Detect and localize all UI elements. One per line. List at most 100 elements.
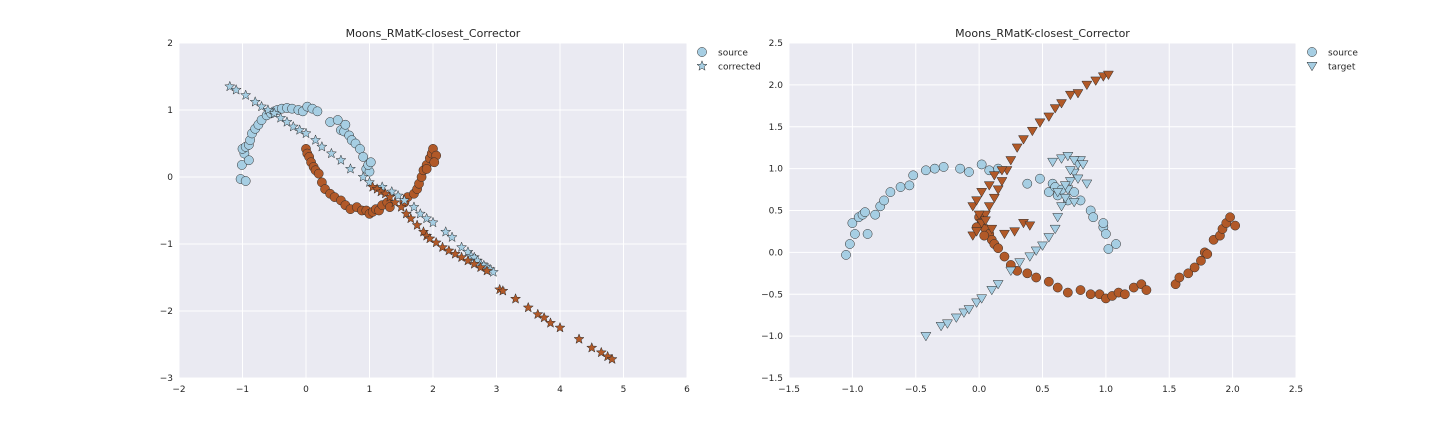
data-point xyxy=(971,298,983,308)
data-point xyxy=(436,241,449,253)
data-point xyxy=(1063,287,1073,298)
data-point xyxy=(1072,174,1084,184)
data-point xyxy=(955,163,965,174)
data-point xyxy=(847,218,858,228)
data-point xyxy=(1043,276,1054,287)
x-tick-label: 4 xyxy=(557,385,563,395)
data-point xyxy=(1056,154,1067,164)
data-point xyxy=(850,229,860,239)
data-point xyxy=(522,301,534,313)
data-point xyxy=(988,193,1000,204)
data-point xyxy=(1026,126,1038,137)
data-point xyxy=(363,176,376,188)
y-tick-label: 1.0 xyxy=(769,165,784,175)
data-point xyxy=(862,229,873,239)
data-point xyxy=(992,280,1004,290)
data-point xyxy=(421,212,433,224)
data-point xyxy=(986,286,998,296)
x-tick-label: −0.5 xyxy=(905,385,927,395)
y-tick-label: −1 xyxy=(160,240,173,250)
series-corrected-a xyxy=(224,80,499,277)
data-point xyxy=(1009,227,1021,237)
data-point xyxy=(1202,249,1213,259)
data-point xyxy=(424,232,436,244)
data-point xyxy=(429,157,440,168)
data-point xyxy=(908,170,919,181)
data-point xyxy=(999,251,1010,262)
data-point xyxy=(979,230,990,241)
data-point xyxy=(509,293,522,304)
y-tick-label: −0.5 xyxy=(761,290,783,300)
data-point xyxy=(844,239,855,249)
y-tick-label: 0.0 xyxy=(769,248,784,258)
data-point xyxy=(938,162,949,172)
data-point xyxy=(300,127,312,139)
data-point xyxy=(942,319,953,329)
data-point xyxy=(440,226,452,237)
data-point xyxy=(405,212,417,224)
data-point xyxy=(586,341,598,353)
data-point xyxy=(1064,166,1076,176)
data-point xyxy=(971,196,983,206)
data-point xyxy=(1090,76,1102,86)
data-point xyxy=(870,209,881,220)
data-point xyxy=(950,313,962,323)
y-tick-label: 0.5 xyxy=(769,207,783,217)
data-point xyxy=(1077,160,1089,170)
data-point xyxy=(1035,173,1045,184)
data-point xyxy=(1103,244,1114,254)
data-point xyxy=(1081,80,1093,91)
y-tick-label: 1.5 xyxy=(769,123,783,133)
data-point xyxy=(237,160,247,170)
legend-marker-triangle-down xyxy=(1306,62,1318,72)
data-point xyxy=(1024,221,1036,231)
x-tick-label: 1 xyxy=(367,385,373,395)
data-point xyxy=(1196,255,1206,266)
y-tick-label: 2.5 xyxy=(769,39,783,49)
data-point xyxy=(468,258,480,269)
data-point xyxy=(1052,188,1064,198)
data-point xyxy=(532,308,544,320)
data-point xyxy=(958,308,970,318)
data-point xyxy=(1011,143,1023,153)
legend-label: target xyxy=(1328,63,1356,73)
x-tick-label: 2 xyxy=(430,385,436,395)
data-point xyxy=(1043,233,1055,243)
chart-title: Moons_RMatK-closest_Corrector xyxy=(955,27,1130,40)
chart-panel-1: −2 −1 0 1 2 3 4 5 6−3−2−1012Moons_RMatK-closest_… xyxy=(160,27,761,395)
data-point xyxy=(312,106,323,117)
data-point xyxy=(358,152,368,162)
series-target-a xyxy=(920,152,1093,342)
data-point xyxy=(986,224,998,235)
x-tick-label: 0.0 xyxy=(972,385,987,395)
data-point xyxy=(999,229,1010,240)
data-point xyxy=(475,261,487,273)
x-tick-label: 2.5 xyxy=(1289,385,1303,395)
data-point xyxy=(1069,187,1080,197)
data-point xyxy=(1018,135,1029,145)
data-point xyxy=(1034,118,1046,128)
data-point xyxy=(340,119,351,130)
data-point xyxy=(430,236,442,248)
legend-label: source xyxy=(1328,49,1358,59)
legend-label: corrected xyxy=(718,63,761,73)
data-point xyxy=(1088,212,1099,223)
y-tick-label: 2.0 xyxy=(769,81,784,91)
series-source-b xyxy=(971,212,1241,304)
y-tick-label: 0 xyxy=(167,173,173,183)
data-point xyxy=(281,116,293,127)
x-tick-label: 5 xyxy=(621,385,627,395)
data-point xyxy=(386,185,398,197)
data-point xyxy=(332,115,343,125)
data-point xyxy=(935,322,947,332)
data-point xyxy=(1031,272,1042,283)
data-point xyxy=(1174,272,1185,283)
data-point xyxy=(1141,285,1152,295)
data-point xyxy=(240,89,252,101)
data-point xyxy=(365,157,376,168)
legend-marker-star xyxy=(696,60,708,71)
data-point xyxy=(976,294,988,304)
data-point xyxy=(904,180,915,191)
data-point xyxy=(1059,193,1071,204)
data-point xyxy=(544,317,557,328)
